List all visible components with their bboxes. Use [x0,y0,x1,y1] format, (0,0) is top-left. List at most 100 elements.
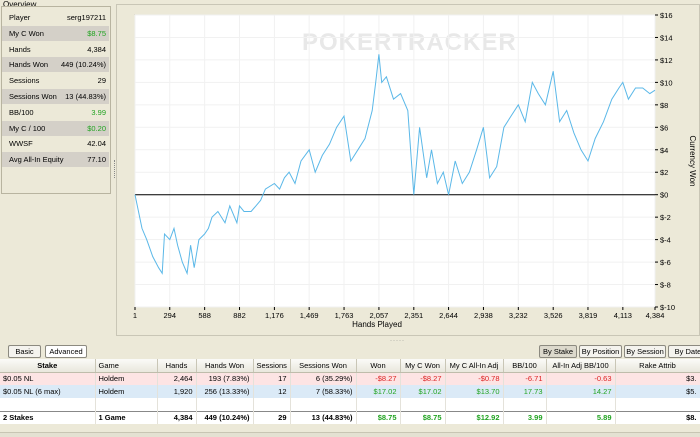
x-tick-label: 2,057 [370,311,389,320]
tab-basic[interactable]: Basic [8,345,41,358]
empty-cell [0,398,96,411]
chart-frame: POKERTRACKER 1 294 588 882 1,176 1,469 1,763 2,… [116,4,700,336]
empty-cell [546,398,616,411]
overview-row: Avg All-In Equity 77.10 [2,152,109,168]
column-header-rake-attrib[interactable]: Rake Attrib [615,359,700,373]
overview-row: My C / 100 $0.20 [2,120,109,136]
table-cell: -$8.27 [400,372,446,385]
empty-cell [356,398,401,411]
column-header-sessions[interactable]: Sessions [253,359,291,373]
overview-value: 4,384 [87,44,106,54]
total-cell: $12.92 [445,410,504,424]
y-tick-label: $-2 [660,213,671,222]
plot-area [134,14,656,308]
vertical-splitter[interactable] [114,160,117,178]
table-cell: $3. [615,372,700,385]
y-tick-label: $4 [660,146,668,155]
column-header-bb-100[interactable]: BB/100 [503,359,547,373]
overview-value: 13 (44.83%) [65,92,106,101]
table-cell: $17.02 [400,385,446,398]
total-cell: 2 Stakes [0,410,96,424]
overview-value: 29 [97,76,106,86]
x-tick-label: 3,819 [579,311,598,320]
overview-row: Sessions Won 13 (44.83%) [2,89,109,104]
tab-advanced[interactable]: Advanced [45,345,87,358]
total-cell: 29 [253,410,291,424]
total-cell: 3.99 [503,410,547,424]
overview-value: serg197211 [66,13,106,22]
overview-label: Sessions Won [9,92,57,101]
y-axis-ticks: $16 $14 $12 $10 $8 $6 $4 $2 $0 $-2 $-4 $-6 $-8 $-10 [655,11,675,312]
y-tick-label: $-4 [660,236,671,245]
stats-by-stake-table: Stake Game Hands Hands Won Sessions Sessions … [0,359,700,424]
overview-title: Overview [3,0,37,9]
y-tick-label: $12 [660,56,673,65]
x-tick-label: 3,526 [544,311,563,320]
tab-by-date[interactable]: By Date [668,345,700,358]
horizontal-scrollbar[interactable] [0,432,700,437]
table-cell: -0.63 [546,372,616,385]
total-cell: 4,384 [157,410,197,424]
overview-panel: Overview Player serg197211 My C Won $8.75 Ha… [0,0,112,196]
column-header-won[interactable]: Won [356,359,401,373]
overview-label: BB/100 [9,107,34,117]
total-cell: $8.75 [400,410,446,424]
table-cell: -$0.78 [445,372,504,385]
overview-label: Avg All-In Equity [9,155,64,165]
tab-by-session[interactable]: By Session [624,345,666,358]
column-header-my-c-won[interactable]: My C Won [400,359,446,373]
total-cell: 449 (10.24%) [196,410,254,424]
table-cell: 14.27 [546,385,616,398]
overview-value: 77.10 [87,155,106,165]
x-axis-ticks: 1 294 588 882 1,176 1,469 1,763 2,057 2,351 2,644… [133,307,664,320]
table-cell: $17.02 [356,385,401,398]
overview-row: Hands 4,384 [2,42,109,57]
x-tick-label: 882 [233,311,246,320]
y-axis-title: Currency Won [688,136,697,187]
total-cell: 13 (44.83%) [290,410,357,424]
empty-cell [157,398,197,411]
tab-by-stake[interactable]: By Stake [539,345,577,358]
overview-row: Hands Won 449 (10.24%) [2,57,109,73]
column-header-all-in-adj-bb-100[interactable]: All-In Adj BB/100 [546,359,616,373]
table-cell: 2,464 [157,372,197,385]
overview-label: WWSF [9,139,33,149]
overview-label: Sessions [9,76,40,86]
x-tick-label: 2,938 [474,311,493,320]
table-row[interactable]: $0.05 NL (6 max) Holdem 1,920 256 (13.33%) 1… [0,385,700,398]
empty-cell [95,398,158,411]
table-cell: -$8.27 [356,372,401,385]
total-cell: 5.89 [546,410,616,424]
y-tick-label: $-8 [660,281,671,290]
table-cell: $5. [615,385,700,398]
empty-cell [196,398,254,411]
empty-cell [290,398,357,411]
column-header-sessions-won[interactable]: Sessions Won [290,359,357,373]
column-header-my-c-all-in-adj[interactable]: My C All-In Adj [445,359,504,373]
x-tick-label: 1,176 [265,311,284,320]
y-tick-label: $6 [660,123,668,132]
table-cell: 17.73 [503,385,547,398]
column-header-stake[interactable]: Stake [0,359,96,373]
table-header-row: Stake Game Hands Hands Won Sessions Sessions … [0,359,700,373]
column-header-hands-won[interactable]: Hands Won [196,359,254,373]
overview-value: 42.04 [87,139,106,149]
empty-cell [615,398,700,411]
x-tick-label: 1 [133,311,137,320]
tab-by-position[interactable]: By Position [579,345,622,358]
table-cell: 256 (13.33%) [196,385,254,398]
horizontal-splitter-grip[interactable]: ····· [390,338,405,344]
y-tick-label: $14 [660,33,673,42]
column-header-hands[interactable]: Hands [157,359,197,373]
overview-value: $8.75 [87,28,106,38]
y-tick-label: $-10 [660,303,675,312]
y-tick-label: $2 [660,168,668,177]
table-cell: 12 [253,385,291,398]
x-axis-title: Hands Played [352,320,402,329]
column-header-game[interactable]: Game [95,359,158,373]
table-cell: $0.05 NL (6 max) [0,385,96,398]
table-row[interactable]: $0.05 NL Holdem 2,464 193 (7.83%) 17 6 (35.29… [0,372,700,385]
series-line-currency-won [134,54,656,276]
overview-label: My C Won [9,28,44,38]
table-cell: 193 (7.83%) [196,372,254,385]
